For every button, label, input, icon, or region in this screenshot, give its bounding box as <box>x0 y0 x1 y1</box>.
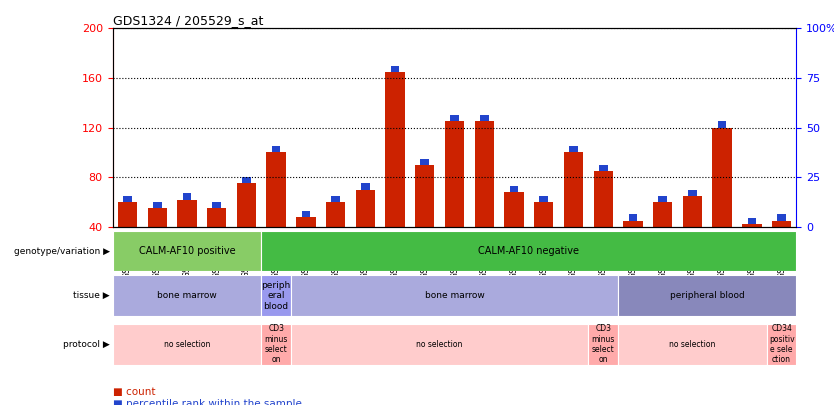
Text: CD3
minus
select
on: CD3 minus select on <box>591 324 615 364</box>
Text: tissue ▶: tissue ▶ <box>73 291 109 300</box>
Text: bone marrow: bone marrow <box>157 291 217 300</box>
Bar <box>355 190 375 227</box>
Text: GDS1324 / 205529_s_at: GDS1324 / 205529_s_at <box>113 14 263 27</box>
Text: no selection: no selection <box>163 340 210 349</box>
Bar <box>718 122 726 128</box>
Bar <box>296 217 315 227</box>
Text: ■ count: ■ count <box>113 387 155 397</box>
Text: no selection: no selection <box>416 340 463 349</box>
Bar <box>148 208 167 227</box>
Bar <box>510 186 519 192</box>
Bar <box>242 177 251 183</box>
Bar <box>385 72 404 227</box>
Bar <box>480 115 489 122</box>
Bar <box>534 202 554 227</box>
Text: CALM-AF10 positive: CALM-AF10 positive <box>138 246 235 256</box>
Bar <box>113 275 261 316</box>
Bar <box>291 275 618 316</box>
Bar <box>291 324 588 364</box>
Bar <box>777 214 786 221</box>
Bar <box>658 196 667 202</box>
Bar <box>475 122 494 227</box>
Text: CALM-AF10 negative: CALM-AF10 negative <box>479 246 580 256</box>
Bar <box>445 122 465 227</box>
Bar <box>178 200 197 227</box>
Text: periph
eral
blood: periph eral blood <box>262 281 291 311</box>
Bar <box>594 171 613 227</box>
Bar <box>688 190 696 196</box>
Bar <box>623 221 642 227</box>
Text: ■ percentile rank within the sample: ■ percentile rank within the sample <box>113 399 301 405</box>
Bar <box>361 183 369 190</box>
Bar <box>420 159 430 165</box>
Bar <box>272 146 280 152</box>
Bar <box>213 202 221 208</box>
Bar <box>113 324 261 364</box>
Bar <box>588 324 618 364</box>
Bar <box>207 208 226 227</box>
Text: protocol ▶: protocol ▶ <box>63 340 109 349</box>
Bar <box>569 146 578 152</box>
Text: bone marrow: bone marrow <box>425 291 485 300</box>
Bar <box>742 224 761 227</box>
Bar <box>118 202 137 227</box>
Bar <box>237 183 256 227</box>
Bar <box>153 202 162 208</box>
Bar <box>629 214 637 221</box>
Bar <box>766 324 796 364</box>
Bar <box>183 193 191 200</box>
Text: CD3
minus
select
on: CD3 minus select on <box>264 324 288 364</box>
Bar <box>772 221 791 227</box>
Bar <box>683 196 702 227</box>
Bar <box>450 115 459 122</box>
Bar <box>261 275 291 316</box>
Bar <box>390 66 399 72</box>
Bar <box>326 202 345 227</box>
Bar <box>266 152 286 227</box>
Text: CD34
positiv
e sele
ction: CD34 positiv e sele ction <box>769 324 795 364</box>
Bar <box>618 324 766 364</box>
Bar <box>302 211 310 217</box>
Bar <box>123 196 132 202</box>
Bar <box>653 202 672 227</box>
Text: no selection: no selection <box>669 340 716 349</box>
Bar <box>261 324 291 364</box>
Bar <box>540 196 548 202</box>
Bar <box>747 218 756 224</box>
Text: peripheral blood: peripheral blood <box>670 291 745 300</box>
Bar <box>113 231 261 271</box>
Text: genotype/variation ▶: genotype/variation ▶ <box>13 247 109 256</box>
Bar <box>331 196 340 202</box>
Bar <box>564 152 583 227</box>
Bar <box>618 275 796 316</box>
Bar <box>505 192 524 227</box>
Bar <box>261 231 796 271</box>
Bar <box>415 165 435 227</box>
Bar <box>599 165 607 171</box>
Bar <box>712 128 731 227</box>
